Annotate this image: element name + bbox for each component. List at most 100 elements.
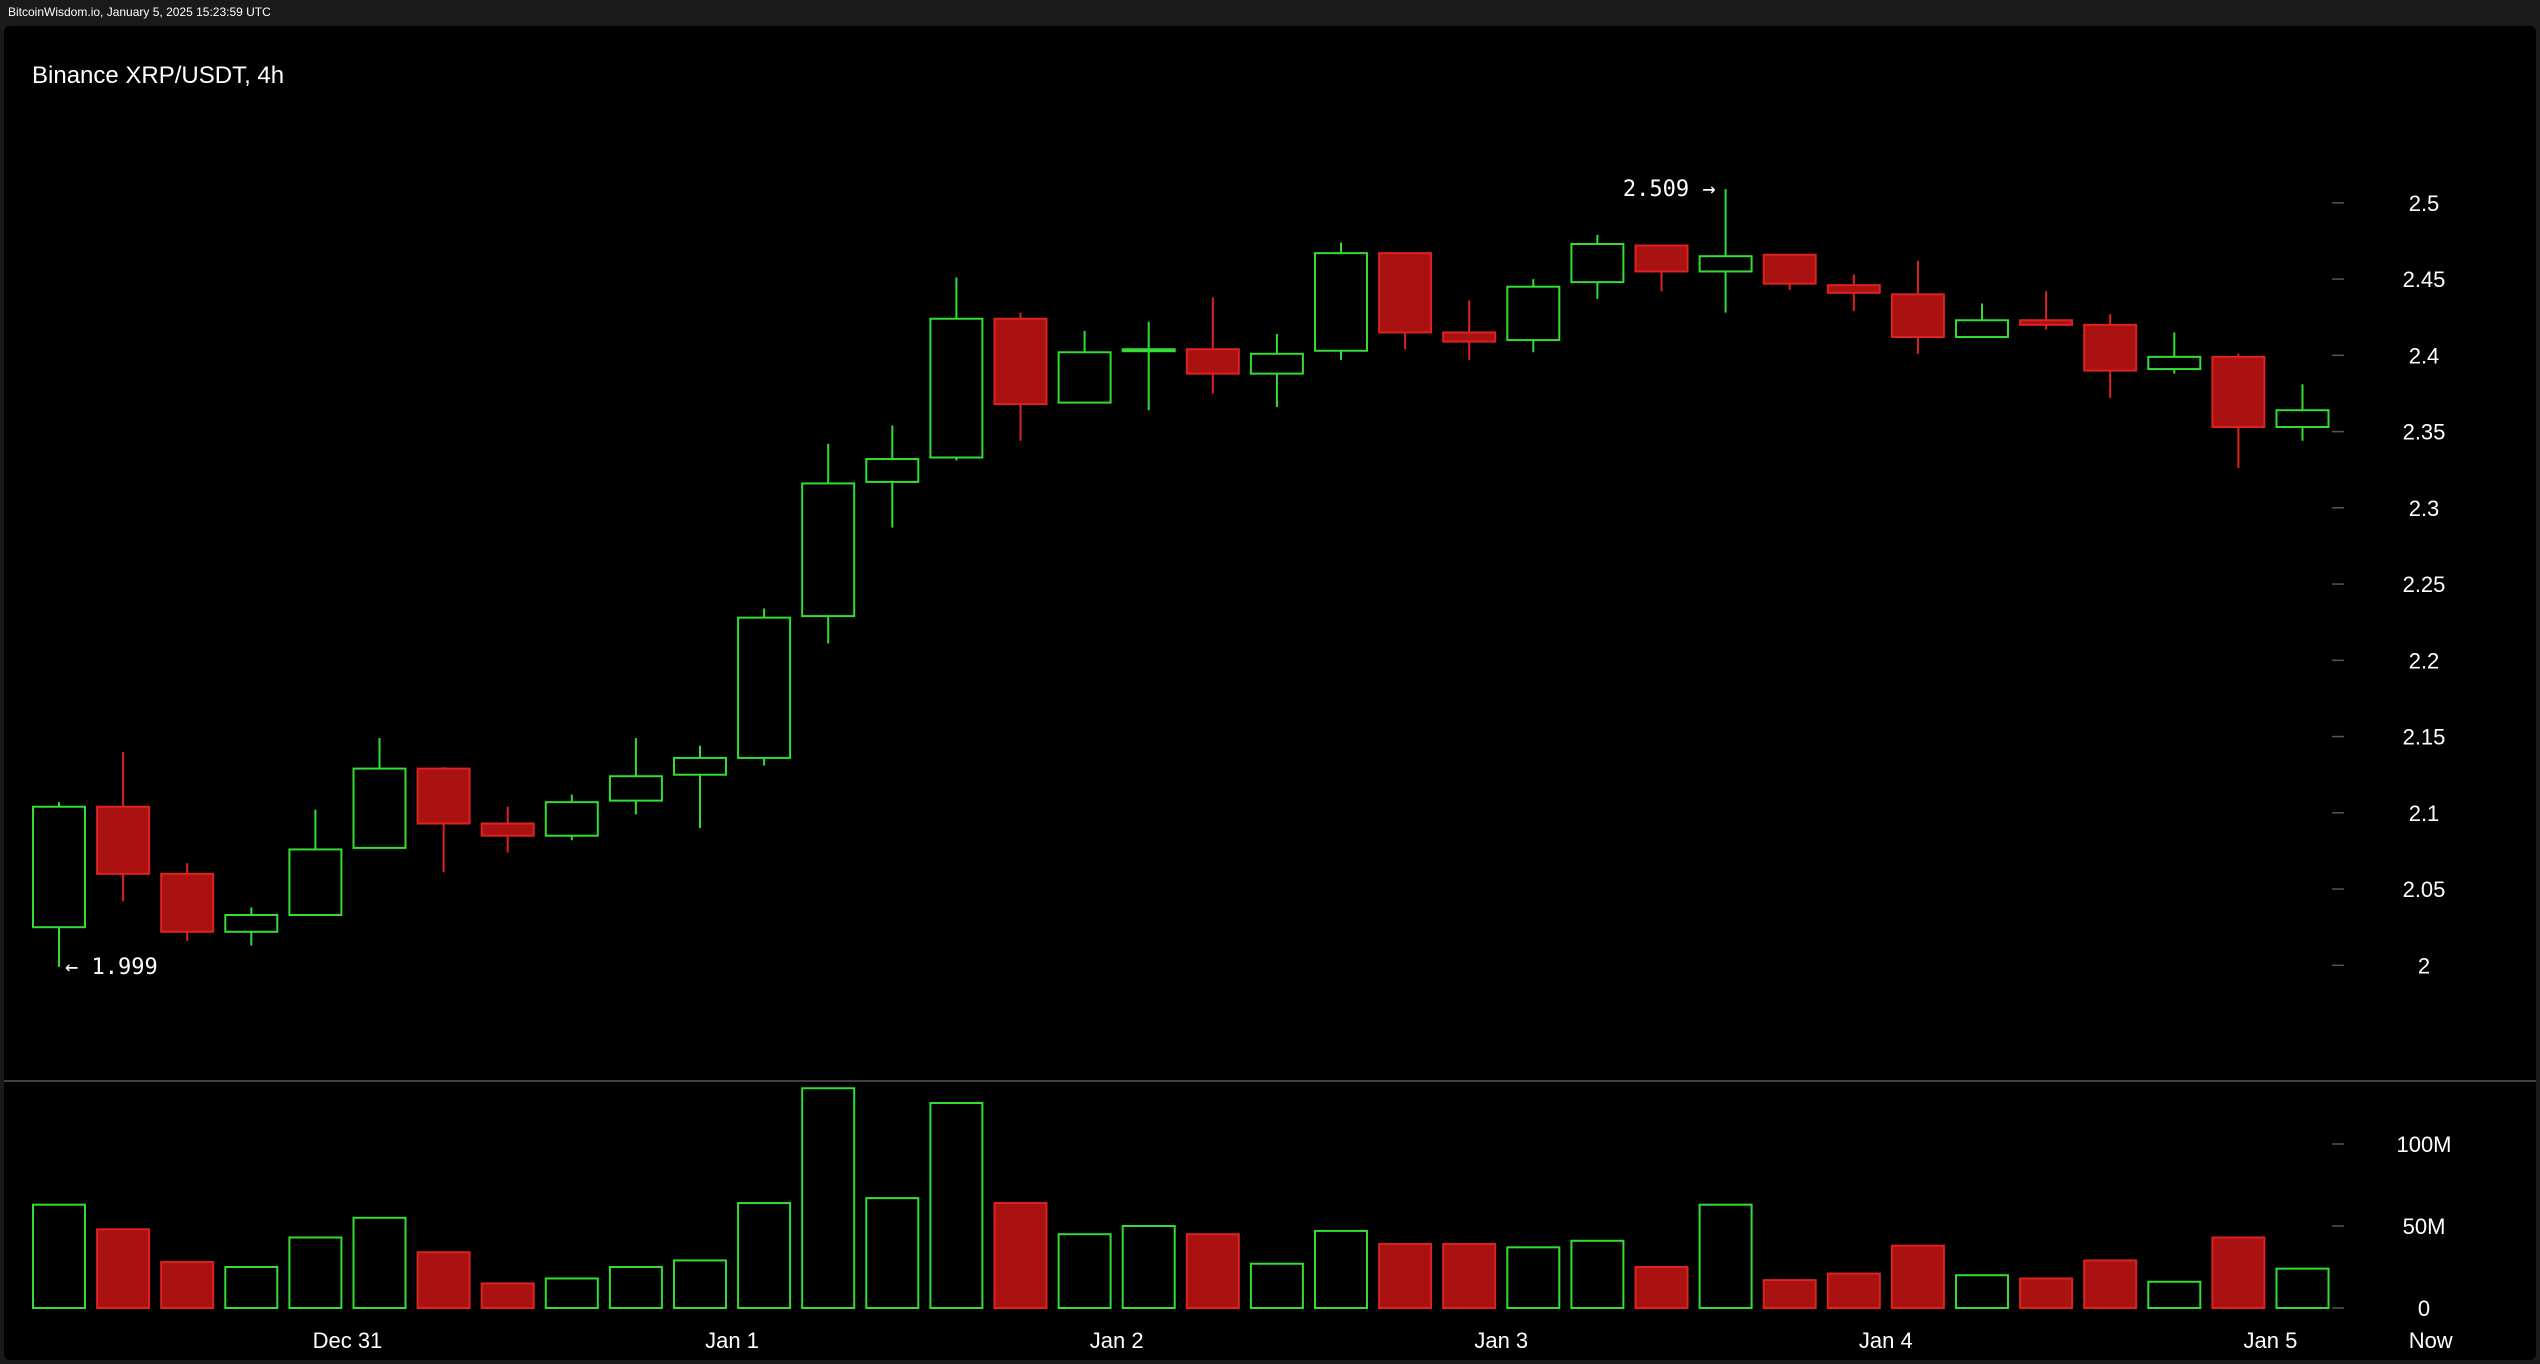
volume-bar-up: [352, 1216, 407, 1310]
candle-down: [1826, 274, 1881, 312]
volume-bar-up: [2147, 1280, 2202, 1310]
price-tick-label: 2.05: [2403, 877, 2446, 902]
price-tick-label: 2.1: [2409, 801, 2440, 826]
candle-body: [1955, 319, 2009, 339]
candle-up: [288, 809, 343, 916]
volume-bar-down: [2211, 1236, 2266, 1309]
volume-bar-down: [96, 1228, 151, 1310]
candle-up: [1249, 333, 1304, 408]
candle-down: [1762, 253, 1817, 290]
candle-up: [608, 738, 663, 815]
candle-body: [929, 317, 984, 459]
candle-body: [1249, 352, 1304, 375]
candle-body: [1442, 331, 1497, 343]
candle-body: [608, 775, 663, 802]
volume-bars: [32, 1087, 2330, 1310]
volume-axis: 0 50M 100M: [2332, 1132, 2452, 1321]
candle-body: [2275, 409, 2330, 429]
candle-down: [1890, 260, 1945, 354]
volume-bar-up: [801, 1087, 856, 1309]
time-tick-label: Dec 31: [313, 1328, 383, 1353]
candle-up: [544, 794, 599, 841]
volume-bar-up: [1955, 1274, 2009, 1309]
price-candles: [32, 189, 2330, 967]
candlestick-chart[interactable]: 2 2.05 2.1 2.15 2.2 2.25 2.3 2.35 2.4 2.45 2.5 0 50…: [4, 26, 2536, 1360]
candle-down: [2211, 353, 2266, 469]
volume-bar-down: [1442, 1243, 1497, 1310]
candle-body: [993, 317, 1048, 406]
time-tick-label: Jan 2: [1090, 1328, 1144, 1353]
candle-body: [416, 767, 471, 825]
candle-body: [1890, 293, 1945, 339]
price-tick-label: 2.35: [2403, 420, 2446, 445]
candle-body: [96, 805, 151, 875]
candle-up: [1955, 303, 2009, 339]
candle-body: [544, 801, 599, 837]
candle-body: [1121, 348, 1176, 353]
volume-bar-down: [1762, 1279, 1817, 1309]
volume-bar-up: [673, 1259, 727, 1309]
candle-down: [480, 806, 535, 853]
candle-up: [801, 443, 856, 644]
candle-body: [2211, 355, 2266, 429]
candle-down: [1634, 244, 1689, 292]
candle-up: [1570, 234, 1625, 299]
candle-body: [1314, 252, 1368, 352]
candle-up: [1314, 242, 1368, 360]
volume-bar-up: [2275, 1267, 2330, 1310]
price-tick-label: 2.4: [2409, 343, 2440, 368]
candle-body: [1762, 253, 1817, 285]
volume-bar-down: [160, 1261, 215, 1309]
candle-down: [1442, 300, 1497, 360]
candle-body: [2147, 355, 2202, 371]
volume-bar-up: [1314, 1229, 1368, 1310]
volume-bar-up: [865, 1197, 920, 1309]
candle-up: [673, 745, 727, 829]
volume-bar-down: [1890, 1244, 1945, 1310]
chart-panel: Binance XRP/USDT, 4h 2 2.05 2.1 2.15 2.2 2.25…: [4, 26, 2536, 1360]
candle-up: [929, 277, 984, 461]
volume-bar-up: [929, 1102, 984, 1309]
price-tick-label: 2.5: [2409, 191, 2440, 216]
candle-up: [1057, 330, 1112, 404]
volume-bar-up: [1570, 1239, 1625, 1310]
candle-body: [160, 872, 215, 933]
volume-tick-label: 50M: [2403, 1214, 2446, 1239]
volume-tick-label: 0: [2418, 1296, 2430, 1321]
candle-body: [1057, 351, 1112, 404]
low-price-label: ← 1.999: [65, 955, 158, 980]
candle-down: [416, 767, 471, 873]
candle-down: [96, 751, 151, 902]
candle-up: [1698, 189, 1753, 313]
candle-down: [993, 312, 1048, 441]
candle-body: [1185, 348, 1240, 375]
price-tick-label: 2.25: [2403, 572, 2446, 597]
volume-bar-down: [1634, 1266, 1689, 1309]
volume-bar-down: [416, 1251, 471, 1309]
candle-up: [224, 907, 279, 946]
volume-bar-up: [737, 1202, 792, 1310]
candle-body: [2019, 319, 2074, 326]
timestamp: BitcoinWisdom.io, January 5, 2025 15:23:…: [8, 5, 271, 19]
candle-body: [32, 805, 86, 929]
candle-body: [1570, 243, 1625, 284]
volume-bar-up: [1121, 1225, 1176, 1309]
candle-body: [288, 848, 343, 916]
price-axis: 2 2.05 2.1 2.15 2.2 2.25 2.3 2.35 2.4 2.45 2.5: [2332, 191, 2446, 978]
time-axis: Dec 31 Jan 1 Jan 2 Jan 3 Jan 4 Jan 5 Now: [313, 1328, 2453, 1353]
candle-body: [801, 482, 856, 618]
volume-bar-up: [1698, 1203, 1753, 1310]
volume-bar-up: [1249, 1262, 1304, 1309]
volume-bar-down: [2083, 1259, 2138, 1309]
candle-down: [2083, 314, 2138, 399]
price-tick-label: 2.15: [2403, 725, 2446, 750]
time-tick-label: Jan 3: [1474, 1328, 1528, 1353]
candle-body: [1826, 284, 1881, 294]
candle-body: [1634, 244, 1689, 273]
volume-bar-up: [544, 1277, 599, 1309]
volume-bar-up: [288, 1236, 343, 1309]
volume-bar-down: [1185, 1233, 1240, 1309]
high-price-label: 2.509 →: [1623, 177, 1716, 202]
volume-bar-up: [608, 1266, 663, 1309]
time-tick-label: Now: [2409, 1328, 2453, 1353]
